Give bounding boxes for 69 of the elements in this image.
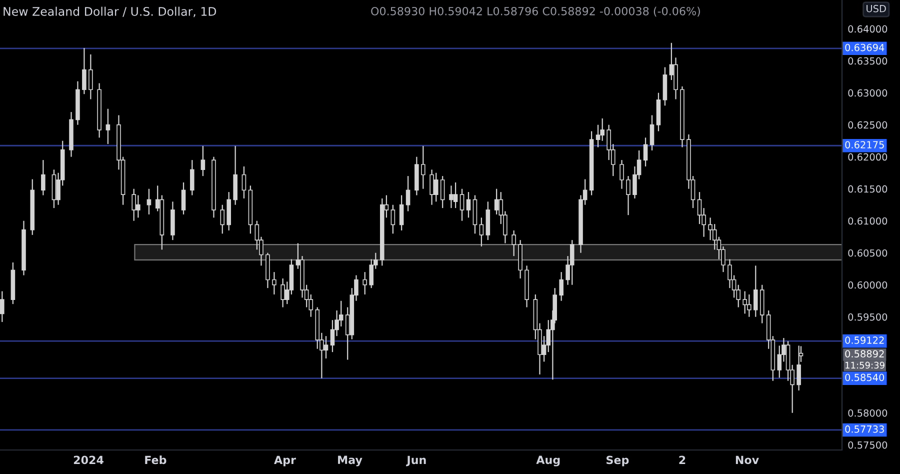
y-tick-label: 0.62000 (848, 153, 888, 161)
candlestick (466, 191, 471, 218)
x-tick-label: Sep (606, 456, 629, 466)
y-tick-label: 0.63000 (848, 89, 888, 97)
x-tick-label: Jun (406, 456, 426, 466)
y-tick-label: 0.58000 (848, 409, 888, 417)
x-tick-label: Aug (536, 456, 560, 466)
candlestick (190, 159, 194, 196)
candlestick (512, 230, 516, 257)
y-tick-label: 0.64000 (848, 25, 888, 33)
y-tick-label: 0.61000 (848, 217, 888, 225)
candlestick (626, 175, 630, 216)
candlestick (620, 159, 624, 190)
y-tick-label: 0.59500 (848, 313, 888, 321)
candlestick (362, 271, 368, 296)
text: O0.58930 H0.59042 L0.58796 C0.58892 -0.00038 (-0.06%) (371, 6, 700, 17)
x-tick-label: 2 (679, 456, 686, 464)
candlestick (132, 188, 136, 222)
candlestick (479, 217, 484, 247)
candlestick (88, 54, 93, 100)
candlestick (242, 166, 246, 199)
candlestick (220, 204, 225, 234)
candlestick (440, 175, 445, 209)
candlestick (406, 175, 410, 212)
candlestick (596, 124, 600, 148)
candlestick (449, 185, 454, 209)
y-tick-label: 0.63500 (848, 57, 888, 65)
ref-line-label: 0.62175 (845, 141, 884, 148)
y-tick-label: 0.60500 (848, 249, 888, 257)
ref-line-label: 0.59122 (845, 336, 884, 344)
candlestick (559, 271, 564, 302)
ref-line-label: 0.63694 (845, 44, 884, 52)
candlestick (650, 114, 654, 151)
text: 0.58892 (845, 350, 884, 358)
candlestick (570, 239, 574, 286)
candlestick (181, 182, 186, 215)
candlestick (390, 204, 396, 234)
ref-line-label: 0.58540 (845, 374, 884, 382)
y-tick-label: 0.61500 (848, 185, 888, 193)
y-tick-label: 0.60000 (848, 281, 888, 289)
candlestick (453, 182, 458, 209)
candlestick (796, 345, 801, 392)
candlestick (697, 191, 702, 225)
y-tick-label: 0.57500 (848, 441, 888, 449)
y-tick-label: 0.62500 (848, 121, 888, 129)
x-tick-label: May (338, 456, 362, 466)
candlestick (753, 265, 758, 318)
text: New Zealand Dollar / U.S. Dollar, 1D (4, 6, 216, 18)
candlestick (399, 194, 404, 231)
text: USD (866, 4, 886, 12)
candlestick (643, 137, 648, 167)
candlestick (200, 145, 206, 177)
candlestick (106, 108, 110, 145)
candlestick (82, 47, 86, 95)
candlestick (460, 188, 464, 222)
ref-line-label: 0.57733 (845, 425, 884, 433)
text: 11:59:39 (846, 362, 884, 369)
candlestick (494, 188, 499, 215)
candlestick (146, 188, 152, 215)
x-tick-label: Apr (274, 456, 296, 466)
x-tick-label: 2024 (74, 456, 104, 464)
candlestick (324, 336, 328, 360)
candlestick (0, 290, 4, 323)
x-tick-label: Nov (736, 456, 759, 464)
candlestick (41, 159, 46, 196)
candlestick (272, 271, 276, 296)
candlestick (421, 145, 426, 190)
candlestick (434, 172, 438, 202)
x-tick-label: Feb (145, 456, 166, 464)
